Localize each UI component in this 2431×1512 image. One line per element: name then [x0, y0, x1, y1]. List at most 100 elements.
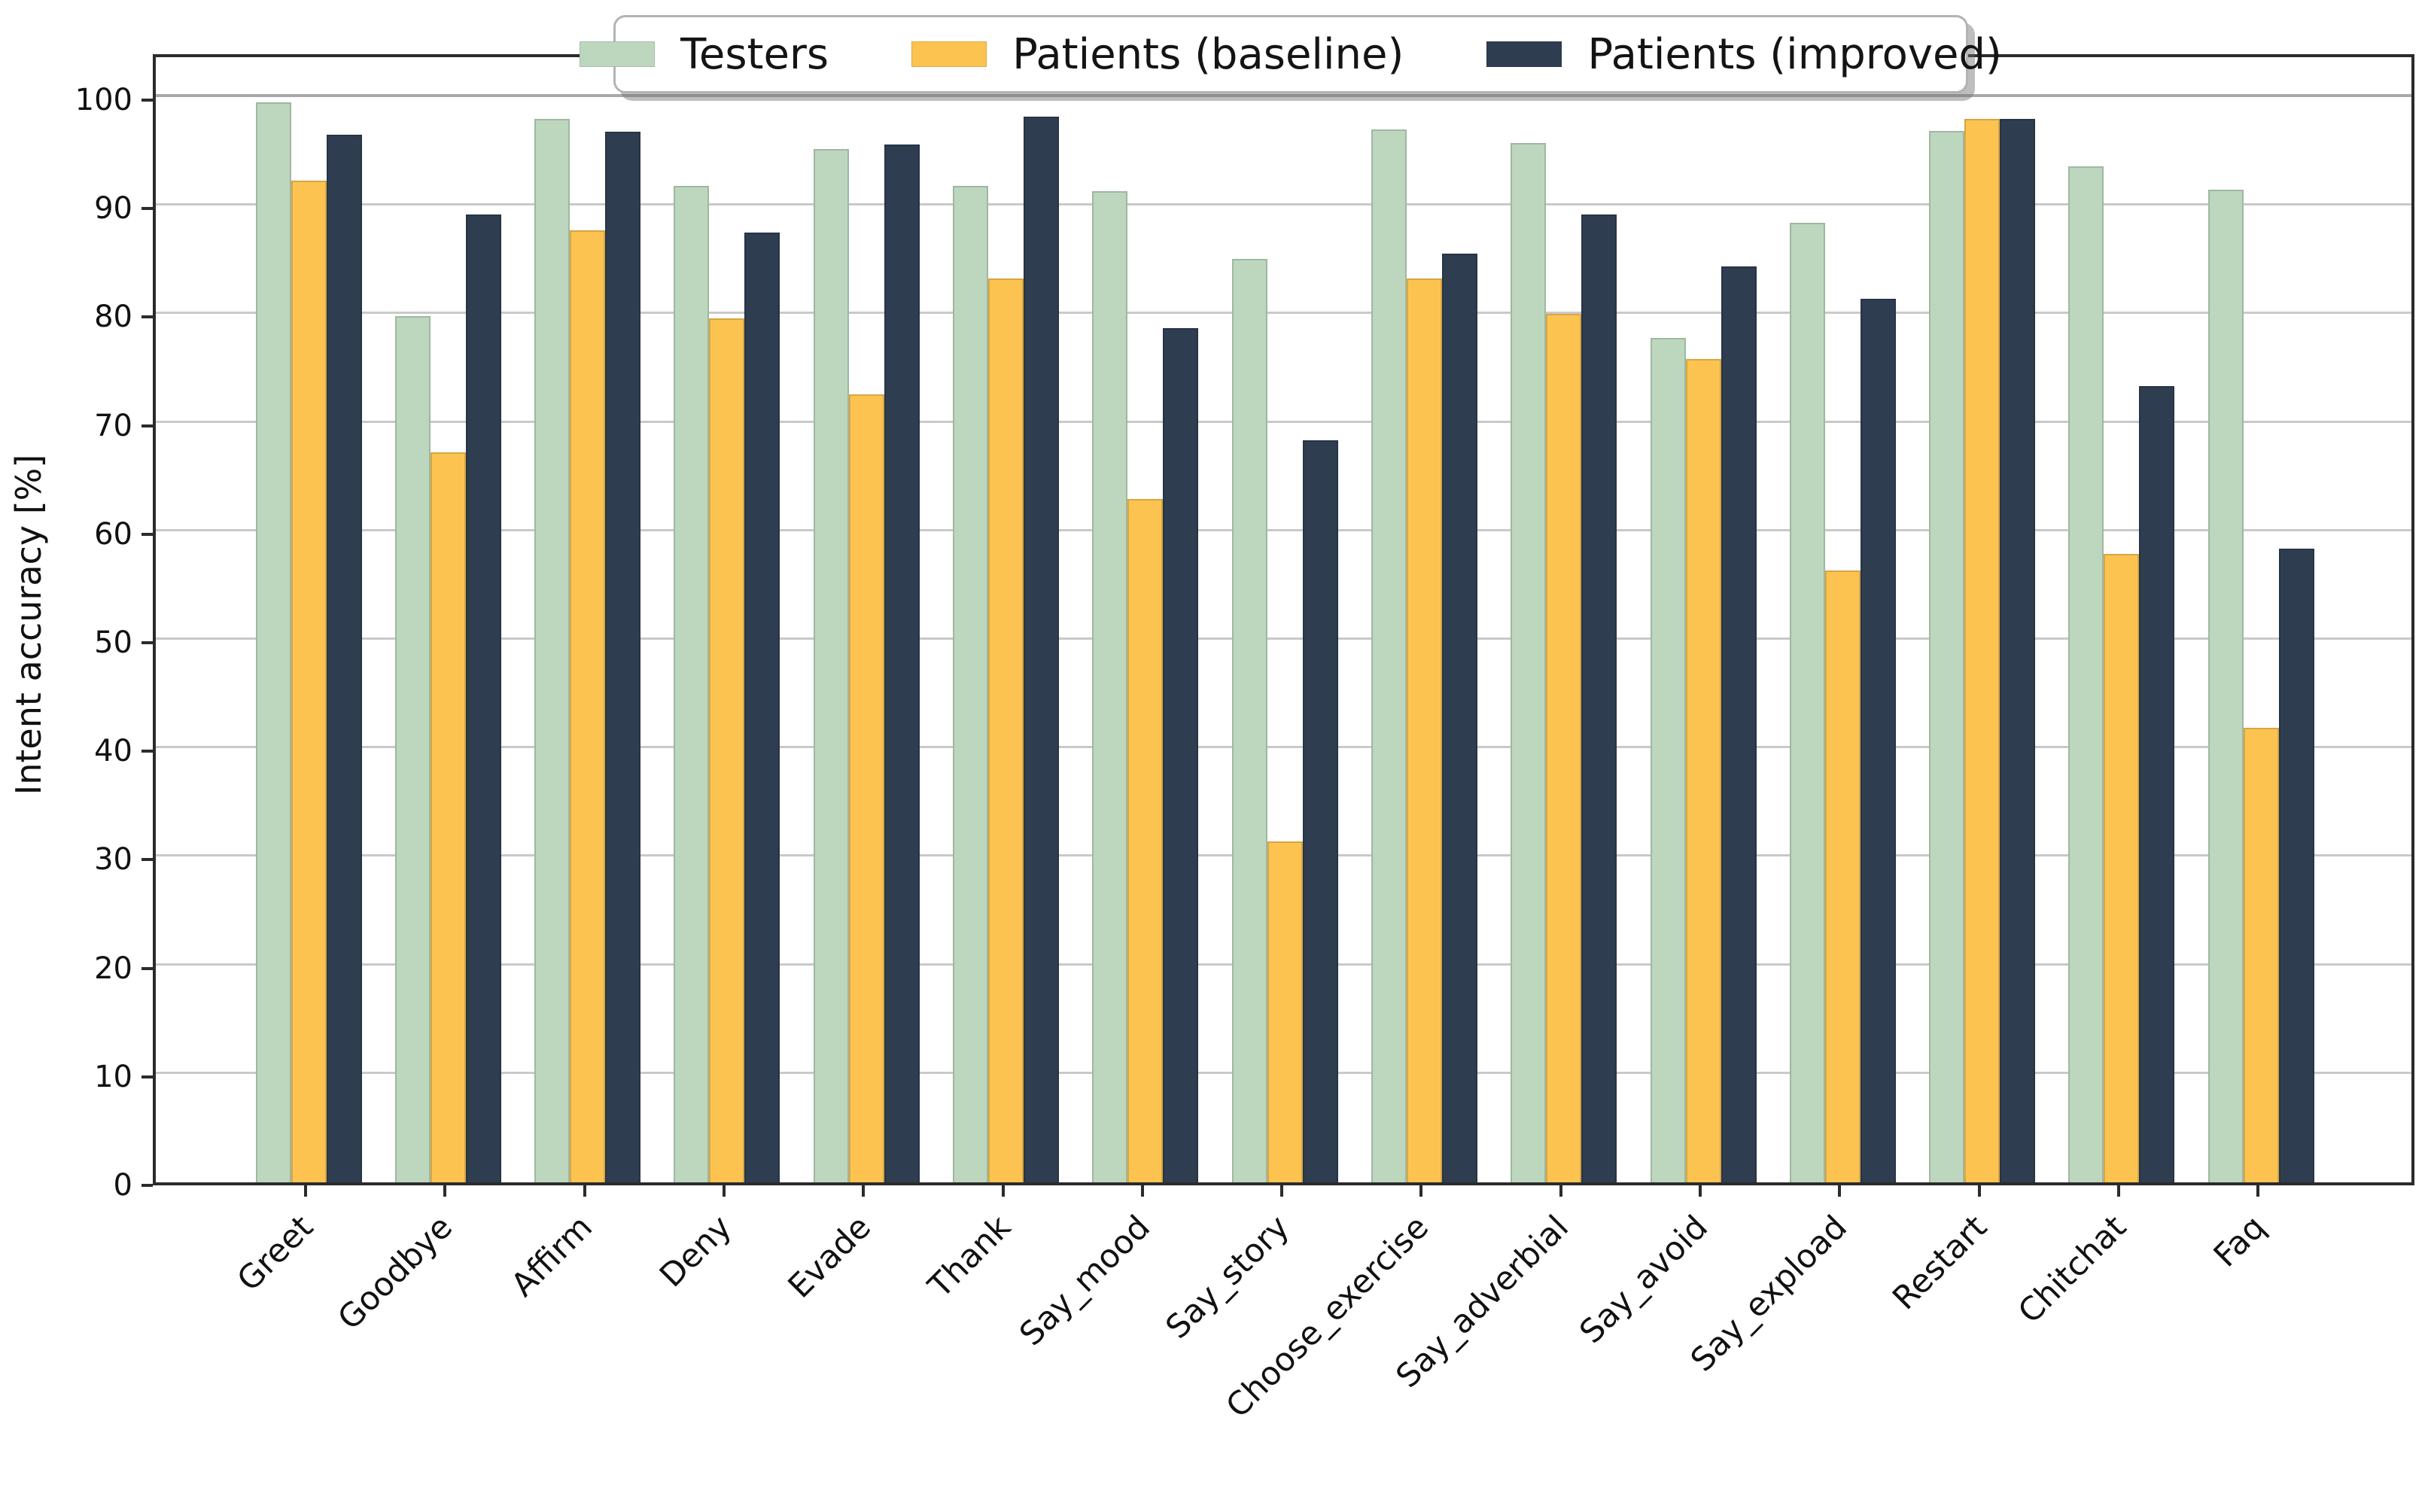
y-tick-mark — [141, 641, 153, 644]
x-tick-mark — [1977, 1185, 1981, 1197]
x-tick-mark — [583, 1185, 586, 1197]
bar-patients-improved-say_avoid — [1721, 266, 1757, 1182]
bar-group-evade — [813, 57, 920, 1182]
bar-patients-baseline-restart — [1964, 118, 2000, 1182]
legend: Testers Patients (baseline) Patients (impr… — [580, 15, 2002, 93]
x-tick-mark — [862, 1185, 866, 1197]
x-axis-label-say_adverbial: Say_adverbial — [1389, 1208, 1576, 1396]
bar-patients-improved-affirm — [605, 132, 641, 1182]
x-axis-label-faq: Faq — [2207, 1208, 2274, 1275]
bar-patients-improved-say_mood — [1163, 328, 1199, 1182]
x-axis-label-chitchat: Chitchat — [2011, 1208, 2134, 1331]
x-axis-label-say_mood: Say_mood — [1012, 1208, 1158, 1354]
legend-item-testers: Testers — [580, 30, 829, 79]
bar-testers-say_story — [1231, 258, 1267, 1182]
bar-patients-baseline-chitchat — [2104, 554, 2140, 1182]
bar-patients-improved-say_adverbial — [1581, 214, 1617, 1182]
bar-patients-improved-goodbye — [465, 214, 501, 1182]
bar-group-deny — [674, 57, 780, 1182]
y-tick-label: 80 — [94, 300, 132, 335]
x-tick-mark — [443, 1185, 447, 1197]
legend-label: Patients (baseline) — [1012, 29, 1404, 79]
bar-patients-improved-choose_exercise — [1441, 253, 1477, 1182]
bar-patients-baseline-goodbye — [430, 452, 466, 1182]
bar-group-say_expload — [1789, 57, 1896, 1182]
y-tick-mark — [141, 424, 153, 427]
legend-item-patients-improved: Patients (improved) — [1486, 30, 2002, 79]
bar-patients-baseline-affirm — [570, 230, 606, 1182]
x-tick-mark — [1001, 1185, 1005, 1197]
gridline-100 — [156, 94, 2411, 97]
bar-patients-baseline-thank — [988, 278, 1024, 1182]
y-tick-mark — [141, 750, 153, 753]
bar-group-chitchat — [2068, 57, 2175, 1182]
bar-testers-evade — [813, 149, 849, 1182]
bar-group-greet — [255, 57, 362, 1182]
legend-swatch-icon — [911, 41, 987, 67]
y-tick-mark — [141, 1075, 153, 1078]
bar-patients-improved-say_expload — [1860, 299, 1896, 1182]
plot-area — [153, 54, 2414, 1185]
x-axis-label-goodbye: Goodbye — [330, 1208, 461, 1338]
bar-testers-deny — [674, 186, 710, 1182]
legend-label: Testers — [680, 29, 829, 79]
bar-testers-say_adverbial — [1511, 142, 1547, 1182]
x-axis-label-evade: Evade — [780, 1208, 879, 1306]
x-axis-label-thank: Thank — [920, 1208, 1018, 1306]
bar-patients-improved-deny — [744, 233, 780, 1182]
legend-swatch-icon — [1486, 41, 1562, 67]
bar-patients-baseline-evade — [848, 394, 884, 1182]
x-axis-label-choose_exercise: Choose_exercise — [1219, 1208, 1437, 1425]
bar-group-affirm — [534, 57, 641, 1182]
y-tick-label: 10 — [94, 1059, 132, 1094]
legend-label: Patients (improved) — [1587, 29, 2002, 79]
bar-testers-say_avoid — [1650, 338, 1686, 1182]
y-tick-label: 20 — [94, 951, 132, 986]
bar-testers-greet — [255, 102, 291, 1182]
y-tick-label: 60 — [94, 516, 132, 552]
x-axis-label-restart: Restart — [1885, 1208, 1994, 1318]
x-tick-mark — [2256, 1185, 2260, 1197]
bar-patients-improved-say_story — [1302, 440, 1338, 1182]
x-tick-mark — [1140, 1185, 1144, 1197]
gridline-40 — [156, 746, 2411, 749]
bar-patients-baseline-faq — [2243, 727, 2279, 1182]
bar-group-restart — [1929, 57, 2036, 1182]
bar-patients-baseline-deny — [709, 318, 745, 1182]
y-tick-mark — [141, 532, 153, 536]
x-tick-mark — [1419, 1185, 1423, 1197]
bar-testers-say_mood — [1092, 191, 1128, 1182]
legend-item-patients-baseline: Patients (baseline) — [911, 30, 1404, 79]
bar-testers-faq — [2207, 189, 2244, 1182]
x-tick-mark — [1559, 1185, 1562, 1197]
bar-testers-thank — [953, 186, 988, 1182]
y-tick-label: 0 — [113, 1168, 132, 1203]
bar-patients-improved-greet — [326, 135, 362, 1182]
y-tick-mark — [141, 1184, 153, 1187]
x-axis-label-say_expload: Say_expload — [1684, 1208, 1855, 1380]
bar-group-say_adverbial — [1511, 57, 1617, 1182]
bar-patients-baseline-greet — [291, 181, 327, 1182]
bar-group-say_avoid — [1650, 57, 1757, 1182]
bar-group-goodbye — [394, 57, 501, 1182]
y-tick-mark — [141, 99, 153, 102]
bar-testers-goodbye — [394, 316, 431, 1182]
bar-patients-baseline-choose_exercise — [1406, 278, 1442, 1182]
bar-patients-improved-thank — [1024, 116, 1059, 1182]
y-tick-label: 30 — [94, 842, 132, 878]
bar-testers-choose_exercise — [1371, 129, 1407, 1182]
bar-patients-improved-faq — [2278, 548, 2314, 1182]
x-axis-label-say_story: Say_story — [1158, 1208, 1298, 1346]
gridline-70 — [156, 420, 2411, 423]
bar-chart-figure: Testers Patients (baseline) Patients (impr… — [8, 15, 2414, 1425]
bar-testers-affirm — [534, 118, 570, 1182]
gridline-50 — [156, 637, 2411, 640]
y-tick-mark — [141, 858, 153, 862]
x-tick-mark — [1838, 1185, 1842, 1197]
x-axis-label-deny: Deny — [653, 1208, 739, 1295]
bar-group-faq — [2207, 57, 2314, 1182]
bar-group-say_mood — [1092, 57, 1199, 1182]
x-axis-label-greet: Greet — [230, 1208, 321, 1299]
bar-testers-restart — [1929, 130, 1965, 1182]
bar-patients-baseline-say_story — [1267, 841, 1303, 1182]
